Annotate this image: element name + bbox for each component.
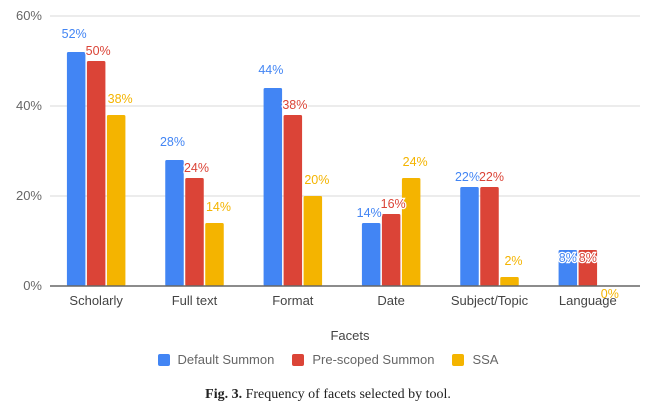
x-category-label: Language [559,293,617,308]
caption-label: Fig. 3. [205,387,243,402]
y-tick-label: 40% [16,98,42,113]
bar [460,187,479,286]
y-tick-label: 20% [16,188,42,203]
data-label: 0% [601,287,619,301]
x-category-label: Scholarly [69,293,123,308]
x-category-label: Format [272,293,314,308]
data-label: 14% [206,200,231,214]
legend-label: Default Summon [177,352,275,367]
data-label: 52% [62,27,87,41]
data-label: 16% [381,197,406,211]
figure-caption: Fig. 3. Frequency of facets selected by … [0,387,656,403]
legend: Default Summon Pre-scoped Summon SSA [0,352,656,367]
legend-swatch-pre-scoped-summon [292,353,305,366]
bar [578,250,598,286]
data-label: 20% [304,173,329,187]
bar [558,250,578,286]
data-label: 8% [579,251,597,265]
x-category-label: Date [377,293,404,308]
legend-swatch-default-summon [157,353,170,366]
legend-item-pre-scoped-summon: Pre-scoped Summon [292,352,434,367]
bar [500,277,519,286]
bar-chart: 0% 20% 40% 60% 52% 50% 38% 28% 24% 14% 44% 38% 20% 1… [16,8,640,343]
legend-swatch-ssa [452,353,465,366]
x-category-label: Full text [172,293,218,308]
bar [66,52,86,286]
data-label: 38% [108,92,133,106]
legend-item-default-summon: Default Summon [157,352,275,367]
bar [480,187,499,286]
data-label: 50% [86,44,111,58]
data-label: 28% [160,135,185,149]
bar [185,178,204,286]
data-label: 8% [559,251,577,265]
bar [263,88,283,286]
data-label: 22% [479,170,504,184]
x-category-label: Subject/Topic [451,293,529,308]
legend-label: SSA [472,352,499,367]
bar [381,214,401,286]
y-axis-ticks: 0% 20% 40% 60% [16,8,42,293]
bar [303,196,323,286]
data-label: 24% [184,161,209,175]
y-tick-label: 60% [16,8,42,23]
bars [66,52,598,286]
bar [106,115,126,286]
y-tick-label: 0% [23,278,42,293]
bar [401,178,421,286]
legend-label: Pre-scoped Summon [312,352,435,367]
bar [283,115,303,286]
bar [205,223,224,286]
gridlines [50,15,640,197]
legend-item-ssa: SSA [452,352,498,367]
caption-text: Frequency of facets selected by tool. [242,387,451,402]
data-label: 22% [455,170,480,184]
data-label: 38% [282,98,307,112]
x-axis-categories: Scholarly Full text Format Date Subject/Topi… [69,293,616,308]
x-axis-title: Facets [330,328,370,343]
data-label: 2% [504,254,522,268]
bar [361,223,381,286]
data-labels: 52%50%38%28%24%14%44%38%20%14%16%24%22%2… [60,26,620,303]
data-label: 14% [357,206,382,220]
data-label: 44% [258,63,283,77]
bar [165,160,184,286]
bar [86,61,106,286]
data-label: 24% [403,155,428,169]
